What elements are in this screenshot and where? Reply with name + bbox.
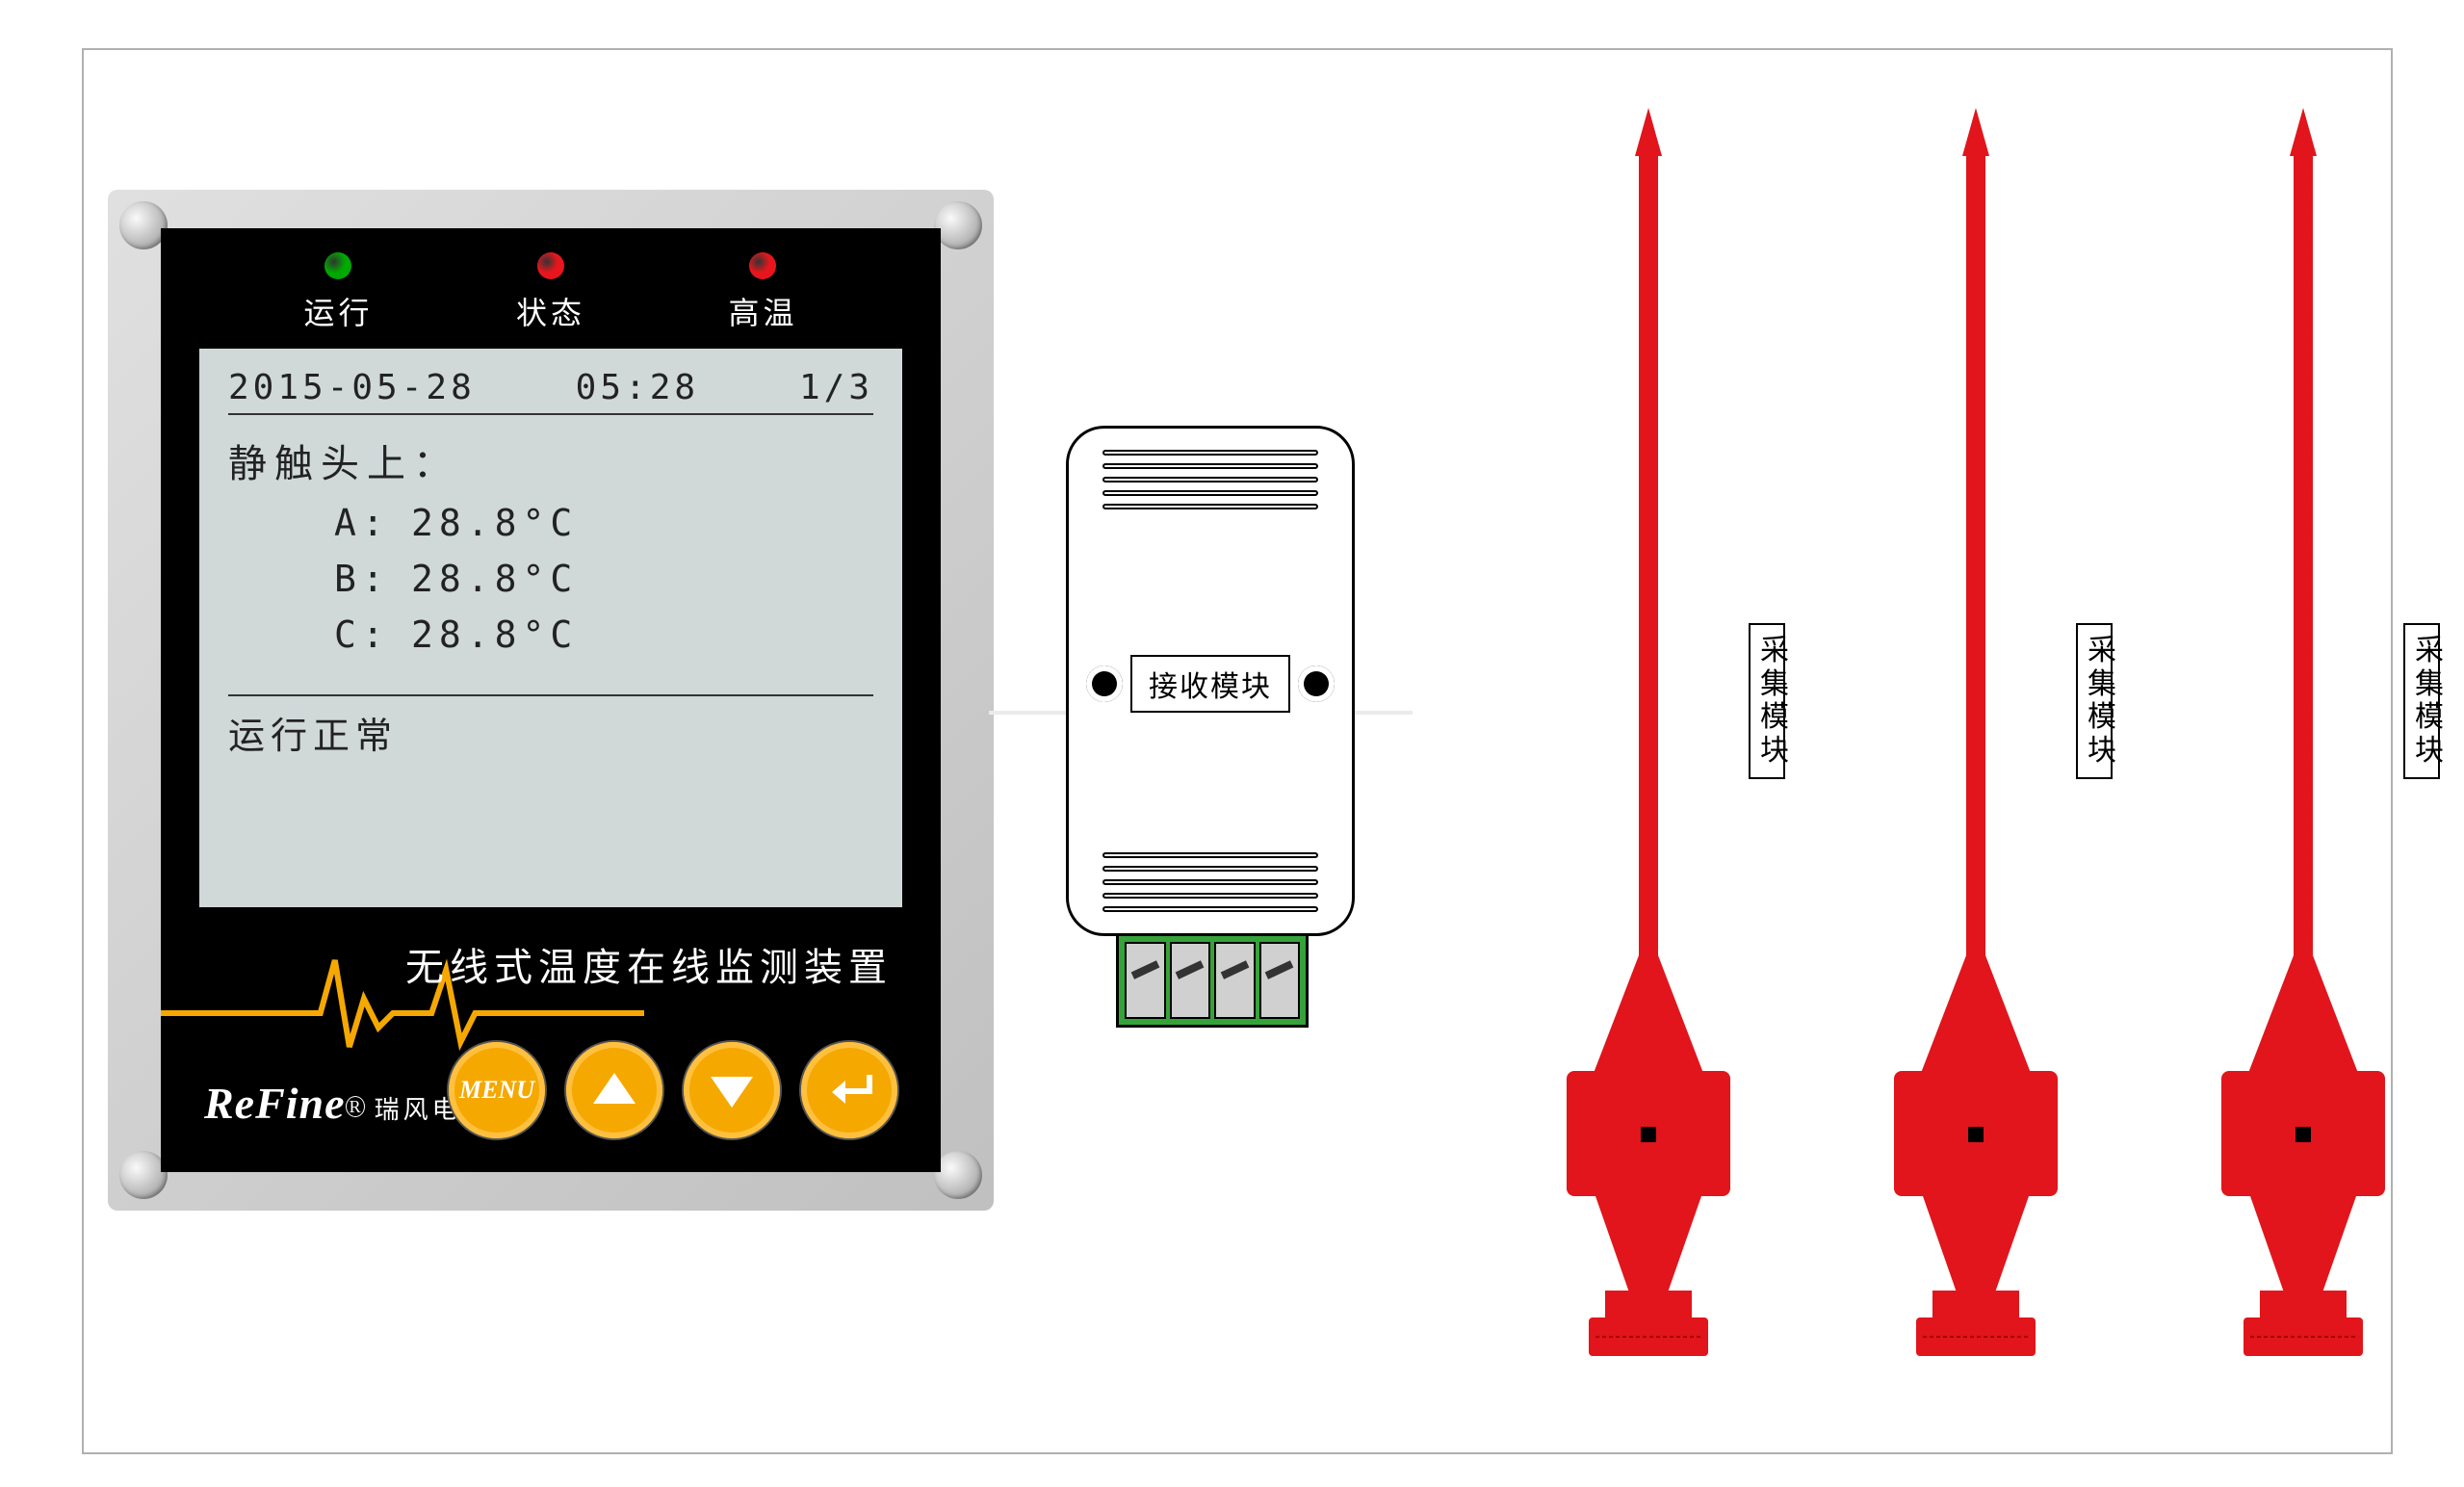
lcd-time: 05:28 bbox=[576, 368, 699, 407]
lcd-reading-row: B:28.8°C bbox=[228, 558, 873, 600]
receiver-body: 接收模块 bbox=[1066, 426, 1355, 936]
vent-grill-top bbox=[1102, 450, 1318, 509]
lcd-heading: 静触头上： bbox=[228, 432, 873, 488]
lcd-status: 运行正常 bbox=[228, 694, 873, 759]
sensor-probe: 采集模块 bbox=[2168, 108, 2438, 1389]
led-label: 高温 bbox=[728, 289, 797, 333]
mount-hole-icon bbox=[1298, 665, 1335, 702]
sensor-group: 采集模块 采集模块 采集模块 bbox=[1514, 108, 2438, 1389]
led-dot-icon bbox=[537, 252, 564, 279]
receiver-module: 接收模块 bbox=[1066, 426, 1355, 1028]
reading-value: 28.8°C bbox=[411, 502, 578, 544]
mount-hole-icon bbox=[1086, 665, 1123, 702]
terminal-screw bbox=[1259, 942, 1301, 1019]
led-dot-icon bbox=[749, 252, 776, 279]
diagram-stage: 运行 状态 高温 2015-05-28 05:28 1/3 静触头上： A:28… bbox=[82, 48, 2393, 1454]
up-button[interactable] bbox=[566, 1042, 662, 1138]
led-row: 运行 状态 高温 bbox=[161, 252, 941, 333]
sensor-tag: 采集模块 bbox=[2403, 623, 2440, 779]
status-led: 运行 bbox=[303, 252, 373, 333]
sensor-probe: 采集模块 bbox=[1514, 108, 1783, 1389]
led-dot-icon bbox=[324, 252, 351, 279]
reading-label: C: bbox=[334, 613, 411, 656]
grill-line bbox=[1102, 490, 1318, 496]
device-face: 运行 状态 高温 2015-05-28 05:28 1/3 静触头上： A:28… bbox=[161, 228, 941, 1172]
grill-line bbox=[1102, 504, 1318, 509]
grill-line bbox=[1102, 450, 1318, 456]
reading-label: A: bbox=[334, 502, 411, 544]
enter-button[interactable] bbox=[801, 1042, 897, 1138]
status-led: 状态 bbox=[516, 252, 585, 333]
reading-label: B: bbox=[334, 558, 411, 600]
grill-line bbox=[1102, 866, 1318, 872]
status-led: 高温 bbox=[728, 252, 797, 333]
terminal-screw bbox=[1214, 942, 1256, 1019]
terminal-block bbox=[1116, 936, 1309, 1028]
grill-line bbox=[1102, 893, 1318, 899]
vent-grill-bottom bbox=[1102, 852, 1318, 912]
sensor-tag: 采集模块 bbox=[1749, 623, 1785, 779]
grill-line bbox=[1102, 477, 1318, 483]
button-row: MENU bbox=[449, 1042, 897, 1138]
led-label: 状态 bbox=[516, 289, 585, 333]
brand-en: ReFine bbox=[204, 1079, 346, 1128]
sensor-tag: 采集模块 bbox=[2076, 623, 2113, 779]
lcd-page: 1/3 bbox=[799, 368, 873, 407]
down-button[interactable] bbox=[684, 1042, 780, 1138]
receiver-mid: 接收模块 bbox=[1086, 656, 1335, 712]
grill-line bbox=[1102, 906, 1318, 912]
terminal-screw bbox=[1125, 942, 1166, 1019]
lcd-readings: A:28.8°CB:28.8°CC:28.8°C bbox=[228, 502, 873, 656]
grill-line bbox=[1102, 879, 1318, 885]
grill-line bbox=[1102, 852, 1318, 858]
reading-value: 28.8°C bbox=[411, 613, 578, 656]
lcd-reading-row: A:28.8°C bbox=[228, 502, 873, 544]
menu-button[interactable]: MENU bbox=[449, 1042, 545, 1138]
brand: ReFineR 瑞风电子 bbox=[204, 1078, 490, 1129]
bezel-screw bbox=[934, 1151, 982, 1199]
bezel-screw bbox=[934, 201, 982, 249]
lcd-reading-row: C:28.8°C bbox=[228, 613, 873, 656]
registered-mark-icon: R bbox=[346, 1096, 365, 1117]
led-label: 运行 bbox=[303, 289, 373, 333]
monitor-device: 运行 状态 高温 2015-05-28 05:28 1/3 静触头上： A:28… bbox=[108, 190, 994, 1211]
terminal-screw bbox=[1170, 942, 1211, 1019]
lcd-screen: 2015-05-28 05:28 1/3 静触头上： A:28.8°CB:28.… bbox=[199, 349, 902, 907]
device-title: 无线式温度在线监测装置 bbox=[405, 936, 893, 992]
receiver-label: 接收模块 bbox=[1130, 655, 1290, 713]
grill-line bbox=[1102, 463, 1318, 469]
lcd-date: 2015-05-28 bbox=[228, 368, 476, 407]
reading-value: 28.8°C bbox=[411, 558, 578, 600]
sensor-probe: 采集模块 bbox=[1841, 108, 2111, 1389]
